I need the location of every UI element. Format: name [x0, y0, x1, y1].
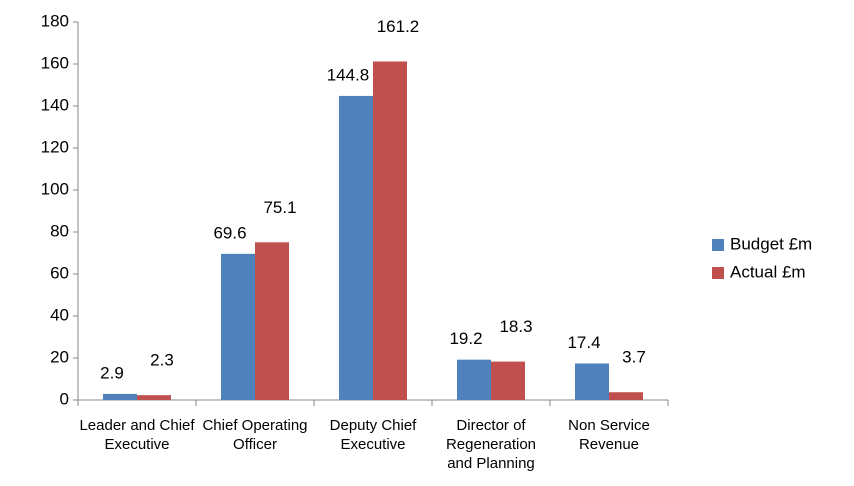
bar: [137, 395, 171, 400]
bar: [103, 393, 137, 400]
y-tick-label: 0: [60, 389, 69, 408]
data-label: 161.2: [377, 17, 420, 36]
legend-label: Actual £m: [730, 262, 806, 281]
legend-swatch: [712, 239, 724, 251]
bar: [491, 361, 525, 400]
data-label: 75.1: [263, 198, 296, 217]
data-label: 69.6: [213, 223, 246, 242]
bar: [373, 61, 407, 400]
y-tick-label: 120: [41, 137, 69, 156]
y-tick-label: 180: [41, 11, 69, 30]
y-tick-label: 80: [50, 221, 69, 240]
y-tick-label: 40: [50, 305, 69, 324]
y-tick-label: 100: [41, 179, 69, 198]
y-tick-label: 20: [50, 347, 69, 366]
y-tick-label: 140: [41, 95, 69, 114]
x-tick-label: Leader and Chief Executive: [79, 417, 195, 453]
y-tick-label: 60: [50, 263, 69, 282]
x-tick-label: Chief Operating Officer: [202, 417, 308, 453]
data-label: 19.2: [449, 329, 482, 348]
bar: [457, 359, 491, 400]
data-label: 2.9: [100, 363, 124, 382]
data-label: 3.7: [622, 348, 646, 367]
y-tick-label: 160: [41, 53, 69, 72]
legend-label: Budget £m: [730, 234, 812, 253]
bar: [609, 392, 643, 400]
x-tick-label: Director of Regeneration and Planning: [445, 417, 537, 472]
data-label: 18.3: [499, 317, 532, 336]
x-tick-label: Deputy Chief Executive: [329, 417, 417, 453]
legend-swatch: [712, 267, 724, 279]
bar: [575, 363, 609, 400]
x-tick-label: Non Service Revenue: [568, 417, 650, 453]
bar: [255, 242, 289, 400]
bar: [339, 95, 373, 401]
bar: [221, 253, 255, 400]
data-label: 2.3: [150, 351, 174, 370]
data-label: 144.8: [327, 65, 370, 84]
data-label: 17.4: [567, 333, 600, 352]
